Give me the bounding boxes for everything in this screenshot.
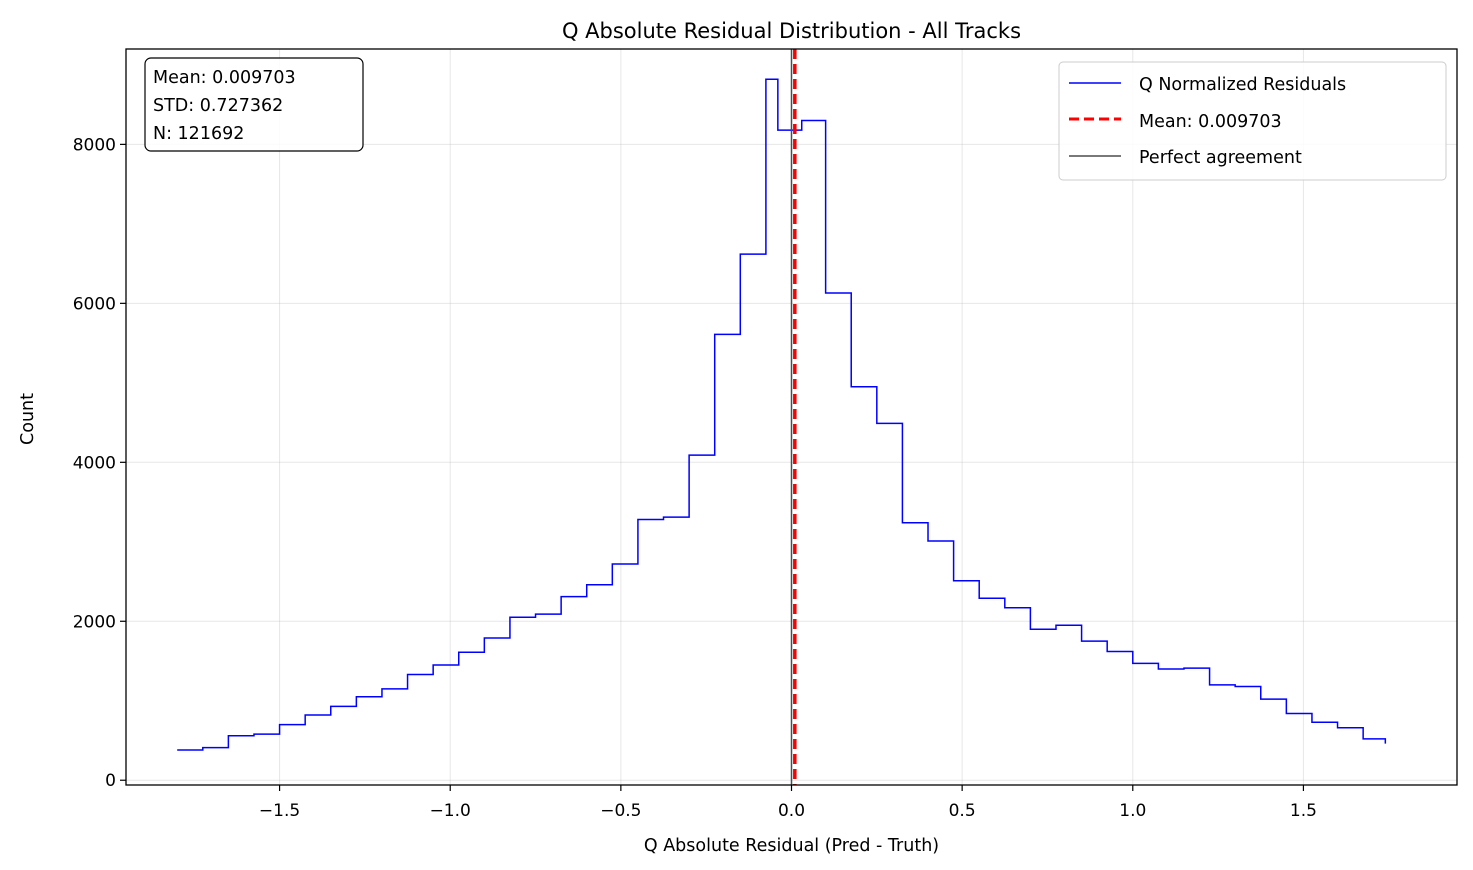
stats-box: Mean: 0.009703 STD: 0.727362 N: 121692 xyxy=(144,57,364,152)
legend-label-perfect: Perfect agreement xyxy=(1139,148,1302,168)
x-tick-label: −1.0 xyxy=(430,801,471,821)
x-tick-label: 0.0 xyxy=(778,801,805,821)
y-tick-label: 4000 xyxy=(73,453,116,473)
x-tick-label: 1.5 xyxy=(1290,801,1317,821)
y-tick-label: 0 xyxy=(105,771,116,791)
stats-mean: Mean: 0.009703 xyxy=(153,68,296,88)
x-axis-ticks: −1.5 −1.0 −0.5 0.0 0.5 1.0 1.5 xyxy=(259,785,1317,821)
y-tick-label: 2000 xyxy=(73,612,116,632)
y-tick-label: 8000 xyxy=(73,135,116,155)
histogram-step xyxy=(177,78,1387,751)
stats-n: N: 121692 xyxy=(153,124,244,144)
x-tick-label: 1.0 xyxy=(1119,801,1146,821)
x-tick-label: −1.5 xyxy=(259,801,300,821)
x-tick-label: 0.5 xyxy=(949,801,976,821)
legend-label-residuals: Q Normalized Residuals xyxy=(1139,75,1346,95)
y-axis-ticks: 0 2000 4000 6000 8000 xyxy=(73,135,126,791)
y-axis-label: Count xyxy=(18,393,38,445)
chart-title: Q Absolute Residual Distribution - All T… xyxy=(562,19,1021,43)
stats-std: STD: 0.727362 xyxy=(153,96,283,116)
x-tick-label: −0.5 xyxy=(600,801,641,821)
legend: Q Normalized Residuals Mean: 0.009703 Pe… xyxy=(1058,61,1447,181)
legend-label-mean: Mean: 0.009703 xyxy=(1139,112,1282,132)
y-tick-label: 6000 xyxy=(73,294,116,314)
x-axis-label: Q Absolute Residual (Pred - Truth) xyxy=(644,836,939,856)
